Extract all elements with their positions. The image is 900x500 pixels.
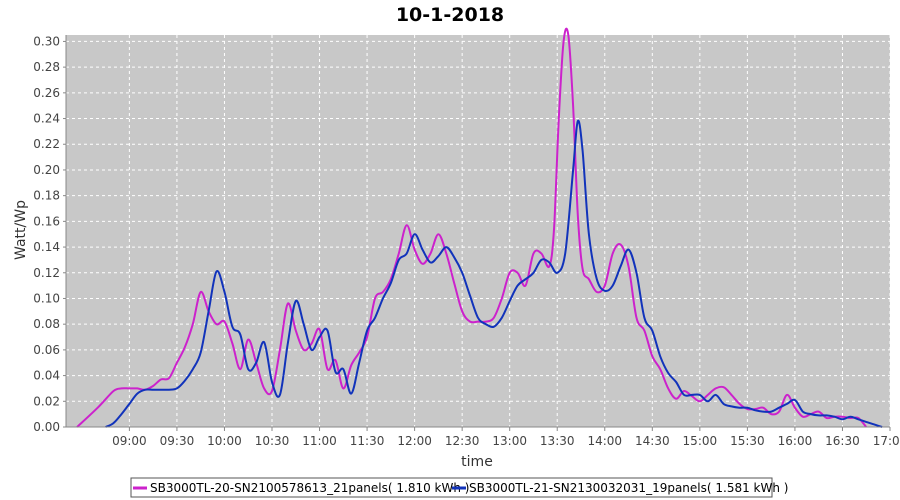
x-tick-label-12: 15:00 [683,434,718,448]
y-axis-label: Watt/Wp [13,200,29,260]
plot-area [66,35,890,427]
x-tick-label-0: 09:00 [112,434,147,448]
legend-label-1: SB3000TL-20-SN2100578613_21panels( 1.810… [150,481,469,495]
x-tick-label-14: 16:00 [778,434,813,448]
y-tick-label-1: 0.02 [33,394,60,408]
x-tick-label-9: 13:30 [540,434,575,448]
x-tick-label-13: 15:30 [730,434,765,448]
y-tick-label-3: 0.06 [33,343,60,357]
y-tick-label-8: 0.16 [33,214,60,228]
x-tick-label-16: 17:00 [873,434,900,448]
y-tick-label-10: 0.20 [33,163,60,177]
x-tick-label-4: 11:00 [302,434,337,448]
series-line-1 [76,27,867,428]
legend-box [130,477,773,498]
y-tick-label-9: 0.18 [33,189,60,203]
y-tick-label-0: 0.00 [33,420,60,434]
series-line-2 [105,119,883,428]
y-tick-label-2: 0.04 [33,369,60,383]
x-tick-label-15: 16:30 [825,434,860,448]
x-tick-labels: 09:00 09:30 10:00 10:30 11:00 11:30 12:00 12:30… [112,427,900,448]
plot-background [66,35,890,427]
grid-lines [66,35,891,428]
y-tick-label-5: 0.10 [33,291,60,305]
x-tick-label-3: 10:30 [255,434,290,448]
series-lines [76,27,883,428]
y-tick-label-4: 0.08 [33,317,60,331]
chart-title: 10-1-2018 [396,4,504,26]
y-tick-label-15: 0.30 [33,34,60,48]
y-tick-label-11: 0.22 [33,137,60,151]
y-tick-label-14: 0.28 [33,60,60,74]
x-tick-label-7: 12:30 [445,434,480,448]
x-tick-label-6: 12:00 [397,434,432,448]
x-tick-label-8: 13:00 [492,434,527,448]
y-tick-label-6: 0.12 [33,266,60,280]
x-tick-label-5: 11:30 [350,434,385,448]
legend-label-2: SB3000TL-21-SN2130032031_19panels( 1.581… [469,481,788,495]
x-tick-label-2: 10:00 [207,434,242,448]
x-tick-label-1: 09:30 [160,434,195,448]
x-tick-label-11: 14:30 [635,434,670,448]
x-axis-label: time [461,454,493,470]
axes [65,35,890,428]
legend: SB3000TL-20-SN2100578613_21panels( 1.810… [130,477,788,498]
y-tick-label-12: 0.24 [33,112,60,126]
x-tick-label-10: 14:00 [587,434,622,448]
y-tick-label-13: 0.26 [33,86,60,100]
y-tick-label-7: 0.14 [33,240,60,254]
y-tick-labels: 0.00 0.02 0.04 0.06 0.08 0.10 0.12 0.14 0.16 0.18… [33,34,66,434]
